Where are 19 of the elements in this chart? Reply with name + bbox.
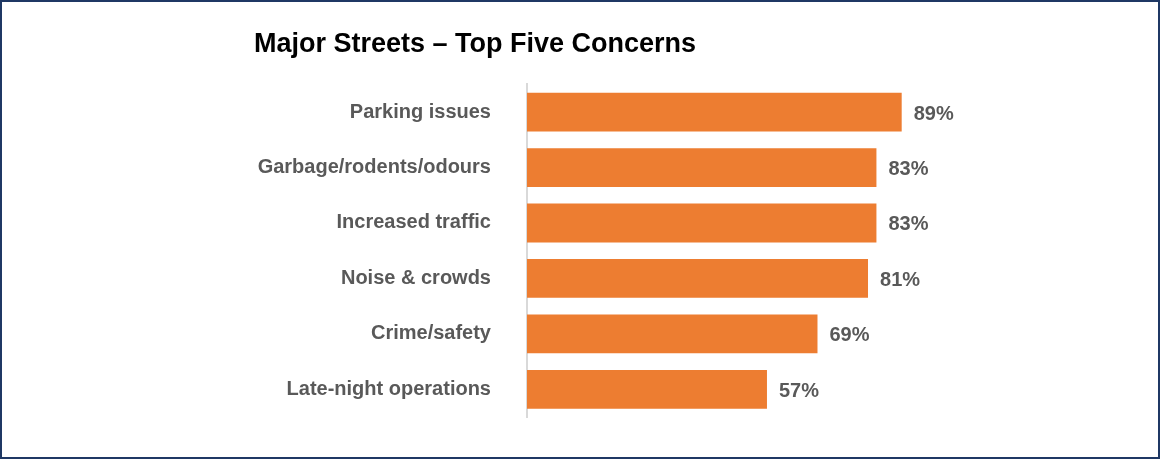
bar xyxy=(527,369,767,409)
data-label: 83% xyxy=(888,212,929,235)
data-label: 57% xyxy=(778,378,820,401)
data-label: 81% xyxy=(880,267,921,290)
bar xyxy=(527,148,877,187)
bar xyxy=(527,259,869,298)
bar xyxy=(527,92,902,132)
data-label: 83% xyxy=(888,157,929,180)
y-tick-label: Noise & crowds xyxy=(340,265,491,288)
y-tick-label: Increased traffic xyxy=(336,210,491,233)
bar xyxy=(527,314,818,354)
y-tick-label: Crime/safety xyxy=(370,321,492,344)
y-tick-label: Garbage/rodents/odours xyxy=(257,155,491,178)
data-label: 69% xyxy=(829,323,870,346)
data-label: 89% xyxy=(913,101,954,124)
bar xyxy=(527,203,877,243)
y-tick-label: Parking issues xyxy=(349,99,491,122)
y-tick-label: Late-night operations xyxy=(286,376,491,399)
chart-title: Major Streets – Top Five Concerns xyxy=(253,27,697,58)
